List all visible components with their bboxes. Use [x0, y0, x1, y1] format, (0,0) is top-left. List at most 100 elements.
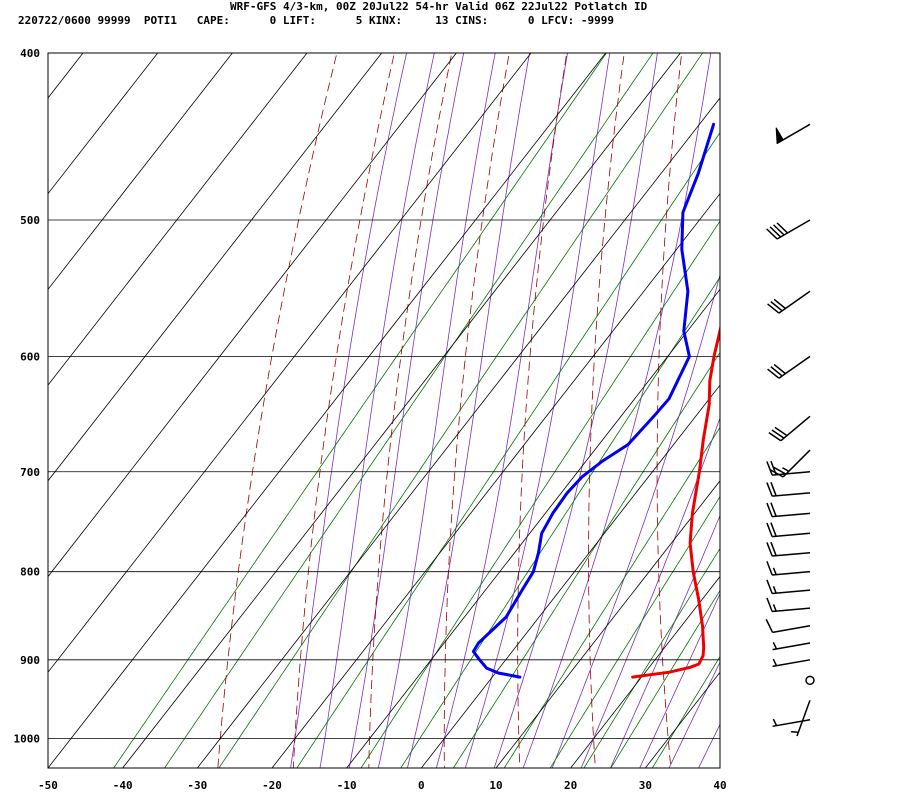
wind-barb	[772, 718, 811, 728]
moist-adiabat-line	[668, 661, 720, 768]
temperature-tick-labels: -50 -40 -30 -20 -10 0 10 20 30 40	[38, 779, 727, 792]
temperature-tick-label: 30	[639, 779, 652, 792]
barb-half-flag	[772, 586, 777, 594]
isotherm-line	[48, 53, 607, 768]
barb-flag	[766, 228, 778, 240]
wind-barb	[805, 675, 815, 686]
barb-flag	[773, 298, 786, 310]
wind-barbs	[765, 123, 815, 737]
isotherm-line	[122, 53, 681, 768]
mixing-ratio-line	[503, 426, 720, 768]
temperature-tick-label: -50	[38, 779, 58, 792]
sounding-parameters: 220722/0600 99999 POTI1 CAPE: 0 LIFT: 5 …	[18, 14, 615, 27]
temperature-profile	[631, 324, 720, 679]
barb-flag	[766, 579, 773, 594]
dry-adiabats	[217, 15, 900, 783]
barb-flag	[770, 460, 777, 475]
barb-flag	[772, 466, 787, 475]
dry-adiabat-line	[588, 53, 625, 768]
barb-pennant	[775, 127, 784, 145]
barb-half-flag	[782, 467, 790, 472]
dry-adiabat-line	[217, 53, 338, 768]
barb-staff	[772, 625, 811, 634]
moist-adiabat-line	[435, 53, 568, 768]
barb-staff	[782, 449, 811, 478]
isotherm-line	[570, 575, 720, 768]
barb-flag	[766, 542, 773, 557]
moist-adiabat-line	[551, 273, 720, 768]
temperature-tick-label: 10	[489, 779, 502, 792]
pressure-tick-label: 900	[20, 654, 40, 667]
pressure-tick-label: 500	[20, 214, 40, 227]
barb-staff	[778, 290, 811, 314]
dry-adiabat-line	[788, 15, 825, 783]
temperature-tick-label: 40	[713, 779, 726, 792]
temperature-tick-label: -40	[113, 779, 133, 792]
mixing-ratio-line	[452, 351, 720, 768]
dry-adiabat-line	[656, 53, 683, 768]
barb-flag	[770, 541, 777, 556]
barb-flag	[770, 481, 777, 497]
dry-adiabat-line	[850, 15, 900, 783]
moist-adiabat-line	[580, 417, 720, 768]
isotherm-line	[719, 767, 720, 768]
barb-flag	[767, 303, 780, 314]
barb-staff	[772, 589, 811, 595]
mixing-ratio-lines	[113, 53, 720, 768]
barb-staff	[772, 659, 811, 668]
wind-barb	[766, 561, 811, 576]
barb-staff	[772, 532, 811, 538]
barb-half-flag	[772, 642, 778, 650]
barb-flag	[774, 426, 788, 437]
mixing-ratio-line	[164, 53, 654, 768]
wind-barb	[775, 123, 811, 145]
temperature-tick-label: -30	[187, 779, 207, 792]
temperature-tick-label: -20	[262, 779, 282, 792]
barb-flag	[771, 429, 785, 439]
isotherm-line	[346, 288, 720, 768]
wind-barb	[766, 502, 811, 518]
chart-header: WRF-GFS 4/3-km, 00Z 20Jul22 54-hr Valid …	[0, 0, 900, 32]
chart-title: WRF-GFS 4/3-km, 00Z 20Jul22 54-hr Valid …	[230, 0, 648, 13]
barb-half-flag	[791, 730, 799, 733]
moist-adiabat-line	[319, 53, 435, 768]
wind-barb	[768, 415, 811, 442]
isotherm-line	[48, 53, 308, 386]
pressure-tick-label: 400	[20, 47, 40, 60]
wind-barb	[767, 355, 811, 379]
mixing-ratio-line	[400, 276, 720, 768]
barb-half-flag	[772, 567, 777, 575]
barb-half-flag	[772, 718, 778, 726]
calm-circle	[805, 675, 815, 686]
mixing-ratio-line	[610, 589, 720, 768]
isotherm-line	[48, 53, 457, 578]
isotherm-line	[48, 53, 532, 673]
barb-staff	[772, 551, 811, 557]
barb-flag	[766, 597, 773, 612]
barb-flag	[770, 366, 783, 377]
barb-flag	[766, 461, 773, 476]
moist-adiabat-line	[348, 53, 465, 768]
dry-adiabat-line	[368, 53, 453, 768]
dewpoint-profile	[471, 122, 716, 679]
isotherm-line	[48, 53, 383, 482]
moist-adiabat-line	[609, 514, 720, 768]
barb-flag	[770, 502, 777, 517]
moist-adiabat-line	[698, 723, 720, 768]
wind-barb	[766, 541, 811, 557]
mixing-ratio-line	[296, 131, 720, 768]
isotherm-line	[495, 480, 720, 768]
wind-barb	[772, 658, 811, 668]
mixing-ratio-line	[360, 220, 720, 768]
barb-flag	[773, 363, 786, 375]
wind-barb	[770, 449, 811, 478]
isotherm-line	[271, 192, 720, 768]
dry-adiabat-line	[517, 53, 568, 768]
barb-flag	[766, 502, 773, 517]
dry-adiabat-line	[723, 15, 748, 783]
barb-staff	[772, 570, 811, 576]
mixing-ratio-line	[218, 53, 704, 768]
barb-flag	[769, 226, 782, 238]
wind-barb	[766, 460, 811, 476]
pressure-tick-label: 800	[20, 566, 40, 579]
